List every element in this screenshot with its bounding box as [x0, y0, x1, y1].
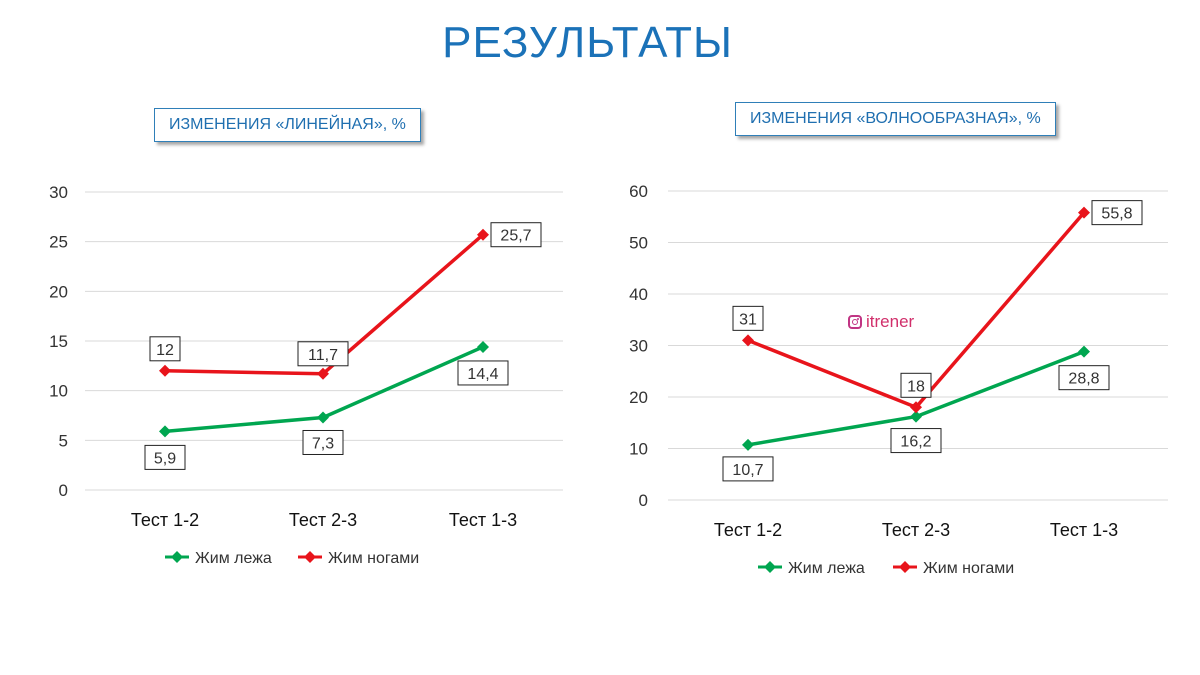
y-tick-label: 0 — [59, 481, 68, 500]
y-tick-label: 40 — [629, 285, 648, 304]
data-label: 25,7 — [500, 228, 531, 245]
data-label-box — [1091, 200, 1143, 226]
data-point-marker — [477, 340, 489, 353]
data-label: 7,3 — [312, 435, 334, 452]
data-point-marker — [1078, 345, 1090, 358]
y-tick-label: 10 — [629, 440, 648, 459]
data-point-marker — [317, 411, 329, 424]
y-tick-label: 30 — [629, 337, 648, 356]
data-label-box — [722, 456, 774, 482]
legend-marker — [304, 551, 316, 563]
x-category-label: Тест 2-3 — [289, 510, 357, 530]
x-category-label: Тест 1-3 — [449, 510, 517, 530]
data-label-box — [457, 360, 509, 386]
data-label: 14,4 — [467, 366, 498, 383]
data-label: 28,8 — [1068, 371, 1099, 388]
legend-label: Жим ногами — [328, 550, 419, 567]
y-tick-label: 10 — [49, 382, 68, 401]
legend-marker — [171, 551, 183, 563]
watermark-text: itrener — [866, 312, 915, 331]
data-label-box — [302, 429, 344, 455]
data-point-marker — [477, 228, 489, 241]
data-label: 55,8 — [1101, 206, 1132, 223]
watermark: itrener — [848, 312, 914, 332]
y-tick-label: 30 — [49, 183, 68, 202]
y-tick-label: 20 — [629, 388, 648, 407]
data-point-marker — [742, 334, 754, 347]
data-point-marker — [742, 438, 754, 451]
x-category-label: Тест 1-2 — [714, 520, 782, 540]
instagram-icon — [848, 315, 862, 329]
data-label-box — [144, 444, 186, 470]
legend-label: Жим лежа — [195, 550, 272, 567]
data-point-marker — [910, 401, 922, 414]
y-tick-label: 5 — [59, 431, 68, 450]
data-label: 10,7 — [732, 462, 763, 479]
data-label: 18 — [907, 378, 925, 395]
data-label-box — [890, 428, 942, 454]
data-label-box — [149, 336, 181, 362]
data-point-marker — [910, 410, 922, 423]
data-point-marker — [317, 367, 329, 380]
y-tick-label: 15 — [49, 332, 68, 351]
chart-1-title: ИЗМЕНЕНИЯ «ЛИНЕЙНАЯ», % — [154, 108, 421, 142]
data-label-box — [297, 341, 349, 367]
data-label-box — [1058, 365, 1110, 391]
y-tick-label: 20 — [49, 282, 68, 301]
data-label-box — [490, 222, 542, 248]
data-point-marker — [159, 425, 171, 438]
data-label: 16,2 — [900, 434, 931, 451]
y-tick-label: 50 — [629, 234, 648, 253]
x-category-label: Тест 1-3 — [1050, 520, 1118, 540]
data-label: 12 — [156, 342, 174, 359]
legend-label: Жим лежа — [788, 560, 865, 577]
data-label: 11,7 — [308, 347, 338, 364]
legend-marker — [899, 561, 911, 573]
data-point-marker — [159, 364, 171, 377]
data-label: 31 — [739, 311, 757, 328]
data-label-box — [900, 372, 932, 398]
x-category-label: Тест 1-2 — [131, 510, 199, 530]
legend-label: Жим ногами — [923, 560, 1014, 577]
page-title: РЕЗУЛЬТАТЫ — [442, 18, 733, 67]
y-tick-label: 60 — [629, 182, 648, 201]
data-label-box — [732, 305, 764, 331]
y-tick-label: 0 — [639, 491, 648, 510]
data-label: 5,9 — [154, 450, 176, 467]
data-point-marker — [1078, 206, 1090, 219]
legend-marker — [764, 561, 776, 573]
x-category-label: Тест 2-3 — [882, 520, 950, 540]
y-tick-label: 25 — [49, 233, 68, 252]
chart-2-title: ИЗМЕНЕНИЯ «ВОЛНООБРАЗНАЯ», % — [735, 102, 1056, 136]
